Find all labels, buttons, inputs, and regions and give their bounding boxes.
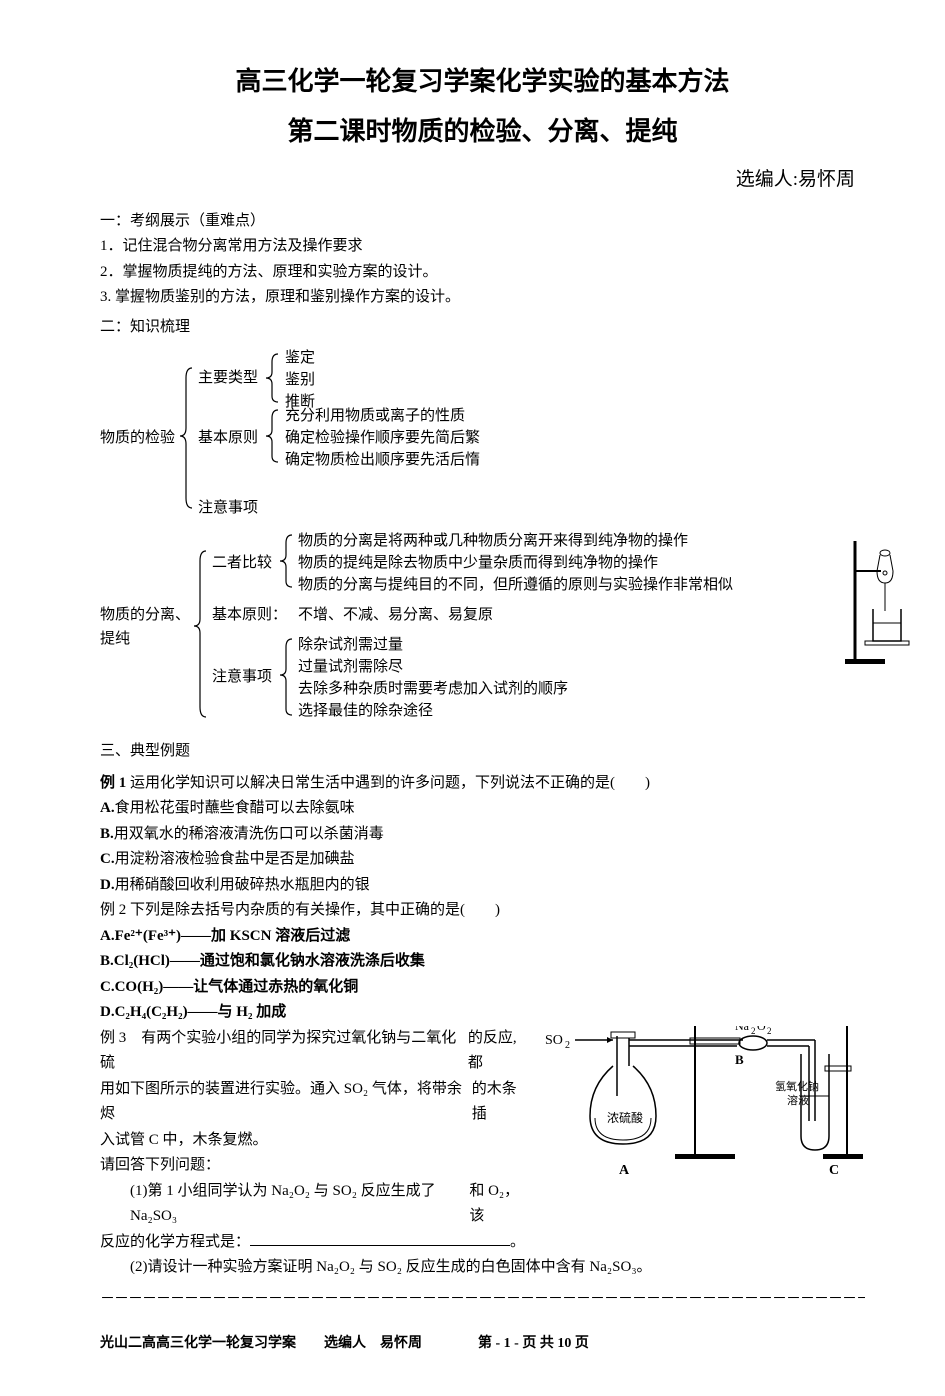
ex3-q1b-pre: 反应的化学方程式是： (100, 1234, 250, 1250)
tree2-root2: 提纯 (100, 627, 130, 653)
ex3-apparatus-figure: SO2 浓硫酸 A Na2O2 B (535, 1026, 865, 1201)
ex2-C: C.CO(H₂)——让气体通过赤热的氧化铜 (100, 975, 865, 1001)
svg-text:2: 2 (767, 1026, 772, 1036)
tree1-b1: 主要类型 (198, 366, 258, 392)
page-title-line2: 第二课时物质的检验、分离、提纯 (100, 110, 865, 154)
tree1-b3: 注意事项 (198, 496, 258, 522)
section2-head: 二：知识梳理 (100, 315, 865, 341)
ex3-stem1-tail: 的反应,都 (468, 1026, 531, 1077)
tree1-b2: 基本原则 (198, 426, 258, 452)
blank-line (250, 1231, 510, 1246)
ex1-D: 用稀硝酸回收利用破碎热水瓶胆内的银 (115, 877, 370, 893)
fig-naoh2: 溶液 (787, 1093, 809, 1107)
ex1-A-pre: A. (100, 800, 115, 816)
tree2-root1: 物质的分离、 (100, 603, 190, 629)
svg-text:C: C (829, 1163, 839, 1178)
sec1-item1: 1．记住混合物分离常用方法及操作要求 (100, 234, 865, 260)
fig-naoh1: 氢氧化钠 (775, 1079, 819, 1093)
section1-head: 一：考纲展示（重难点） (100, 209, 865, 235)
ex1-B: 用双氧水的稀溶液清洗伤口可以杀菌消毒 (114, 826, 384, 842)
editor-line: 选编人:易怀周 (100, 164, 865, 196)
tree2-b3: 注意事项 (212, 665, 272, 691)
example3: SO2 浓硫酸 A Na2O2 B (100, 1026, 865, 1313)
dashed-separator: －－－－－－－－－－－－－－－－－－－－－－－－－－－－－－－－－－－－－－－－… (100, 1287, 865, 1313)
tree1-b2-l3: 确定物质检出顺序要先活后惰 (285, 448, 480, 474)
svg-text:SO: SO (545, 1033, 563, 1048)
ex1-A: 食用松花蛋时蘸些食醋可以去除氨味 (115, 800, 355, 816)
tree2-b2: 基本原则： (212, 603, 287, 629)
sec1-item3: 3. 掌握物质鉴别的方法，原理和鉴别操作方案的设计。 (100, 285, 865, 311)
tree1-root: 物质的检验 (100, 426, 175, 452)
tree2-b2-text: 不增、不减、易分离、易复原 (298, 603, 493, 629)
example1: 例 1 运用化学知识可以解决日常生活中遇到的许多问题，下列说法不正确的是( ) (100, 771, 865, 797)
tree2-b3-l4: 选择最佳的除杂途径 (298, 699, 433, 725)
tree2: 物质的分离、 提纯 二者比较 物质的分离是将两种或几种物质分离开来得到纯净物的操… (100, 531, 865, 731)
ex2-A: A.Fe²⁺(Fe³⁺)——加 KSCN 溶液后过滤 (100, 924, 865, 950)
ex3-q1a: (1)第 1 小组同学认为 Na₂O₂ 与 SO₂ 反应生成了 Na₂SO₃ (130, 1179, 469, 1230)
page-footer: 光山二高高三化学一轮复习学案 选编人 易怀周 第 - 1 - 页 共 10 页 (100, 1332, 865, 1356)
ex3-q1-tail: 和 O₂，该 (469, 1179, 531, 1230)
page-title-line1: 高三化学一轮复习学案化学实验的基本方法 (100, 60, 865, 104)
svg-text:2: 2 (751, 1026, 756, 1036)
ex1-label: 例 1 (100, 775, 130, 791)
ex2-B: B.Cl₂(HCl)——通过饱和氯化钠水溶液洗涤后收集 (100, 949, 865, 975)
example2-stem: 例 2 下列是除去括号内杂质的有关操作，其中正确的是( ) (100, 898, 865, 924)
separating-funnel-icon (835, 541, 915, 671)
ex1-C: 用淀粉溶液检验食盐中是否是加碘盐 (115, 851, 355, 867)
fig-A-label: A (619, 1163, 630, 1178)
ex1-B-pre: B. (100, 826, 114, 842)
fig-acid-label: 浓硫酸 (607, 1110, 643, 1125)
sec1-item2: 2．掌握物质提纯的方法、原理和实验方案的设计。 (100, 260, 865, 286)
ex3-q1b-suf: 。 (510, 1234, 525, 1250)
svg-text:B: B (735, 1052, 744, 1067)
ex1-C-pre: C. (100, 851, 115, 867)
ex3-stem1: 例 3 有两个实验小组的同学为探究过氧化钠与二氧化硫 (100, 1026, 468, 1077)
ex3-q2: (2)请设计一种实验方案证明 Na₂O₂ 与 SO₂ 反应生成的白色固体中含有 … (130, 1255, 865, 1281)
svg-text:2: 2 (565, 1040, 570, 1051)
ex3-stem2-tail: 的木条插 (472, 1077, 531, 1128)
ex2-D: D.C₂H₄(C₂H₂)——与 H₂ 加成 (100, 1000, 865, 1026)
svg-text:Na: Na (735, 1026, 750, 1033)
ex1-D-pre: D. (100, 877, 115, 893)
svg-text:O: O (757, 1026, 766, 1033)
ex1-stem: 运用化学知识可以解决日常生活中遇到的许多问题，下列说法不正确的是( ) (130, 775, 650, 791)
tree2-b1-l3: 物质的分离与提纯目的不同，但所遵循的原则与实验操作非常相似 (298, 573, 733, 599)
ex3-stem2a: 用如下图所示的装置进行实验。通入 SO₂ 气体，将带余烬 (100, 1077, 472, 1128)
tree2-b1: 二者比较 (212, 551, 272, 577)
tree1: 物质的检验 主要类型 鉴定 鉴别 推断 基本原则 充分利用物质或离子的性质 确定… (100, 348, 865, 523)
section3-head: 三、典型例题 (100, 739, 865, 765)
